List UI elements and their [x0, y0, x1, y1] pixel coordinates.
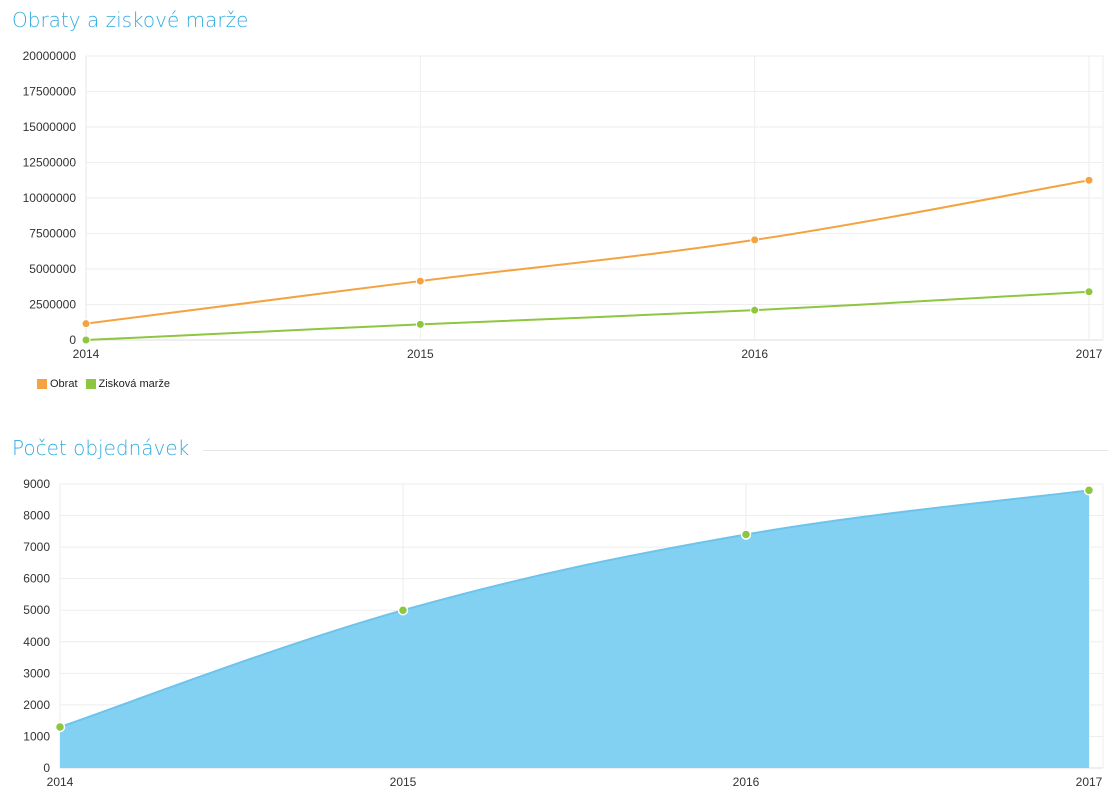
revenue-ytick-label: 20000000	[23, 49, 77, 63]
legend-label-obrat: Obrat	[50, 378, 78, 390]
chart-title-revenue: Obraty a ziskové marže	[12, 8, 249, 32]
series-1-point	[415, 319, 425, 329]
revenue-xtick-label: 2015	[407, 347, 434, 361]
orders-ytick-label: 0	[43, 761, 50, 775]
orders-ytick-label: 6000	[23, 572, 50, 586]
orders-ytick-label: 5000	[23, 603, 50, 617]
series-1-point	[750, 305, 760, 315]
orders-point	[397, 604, 409, 616]
orders-line	[59, 489, 1090, 728]
series-0-point	[750, 235, 760, 245]
revenue-xtick-label: 2017	[1076, 347, 1103, 361]
orders-ytick-label: 7000	[23, 540, 50, 554]
series-0-point	[415, 276, 425, 286]
orders-xtick-label: 2016	[733, 775, 760, 789]
revenue-ytick-label: 12500000	[23, 156, 77, 170]
orders-point	[740, 529, 752, 540]
orders-ytick-label: 8000	[23, 509, 50, 523]
revenue-legend: Obrat Zisková marže	[37, 378, 174, 390]
series-1-point	[81, 335, 91, 345]
orders-ytick-label: 3000	[23, 666, 50, 680]
series-line-0	[85, 179, 1090, 325]
revenue-ytick-label: 5000000	[29, 262, 76, 276]
revenue-ytick-label: 15000000	[23, 120, 77, 134]
revenue-ytick-label: 10000000	[23, 191, 77, 205]
orders-ytick-label: 4000	[23, 635, 50, 649]
revenue-ytick-label: 17500000	[23, 85, 77, 99]
orders-area	[60, 490, 1089, 768]
orders-point	[1083, 485, 1095, 496]
orders-xtick-label: 2014	[47, 775, 74, 789]
orders-ytick-label: 9000	[23, 477, 50, 491]
legend-swatch-zisk	[85, 379, 96, 389]
title-divider	[196, 450, 1108, 451]
orders-ytick-label: 1000	[23, 729, 50, 743]
series-0-point	[81, 319, 91, 329]
legend-label-zisk: Zisková marže	[98, 378, 171, 390]
legend-item-zisk[interactable]: Zisková marže	[85, 378, 171, 390]
orders-point	[54, 721, 66, 733]
revenue-ytick-label: 0	[69, 333, 76, 347]
chart-title-orders: Počet objednávek	[12, 436, 204, 460]
orders-xtick-label: 2015	[390, 775, 417, 789]
legend-item-obrat[interactable]: Obrat	[37, 378, 78, 390]
orders-ytick-label: 2000	[23, 698, 50, 712]
revenue-ytick-label: 2500000	[29, 298, 76, 312]
revenue-xtick-label: 2016	[741, 347, 768, 361]
series-line-1	[85, 290, 1090, 341]
series-0-point	[1084, 175, 1094, 185]
legend-swatch-obrat	[37, 379, 47, 389]
series-1-point	[1084, 287, 1094, 297]
revenue-ytick-label: 7500000	[29, 227, 76, 241]
orders-xtick-label: 2017	[1076, 775, 1103, 789]
revenue-xtick-label: 2014	[73, 347, 100, 361]
revenue-chart: 0 2500000 5000000 7500000 10000000 12500000 15…	[23, 49, 1104, 361]
